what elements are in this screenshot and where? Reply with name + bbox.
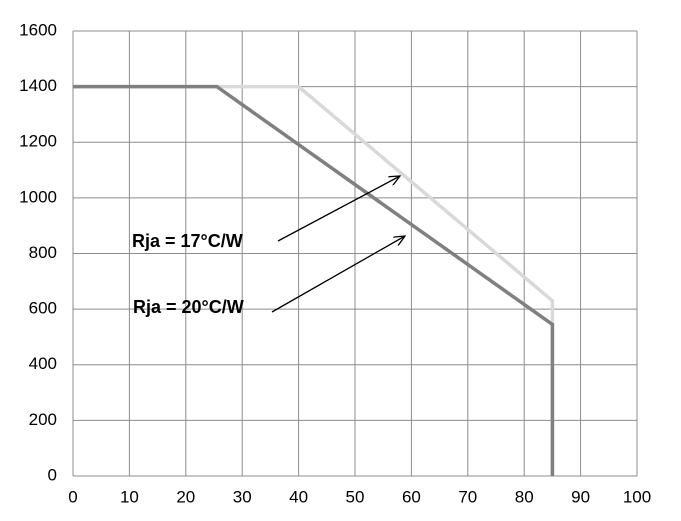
x-tick-label: 100 [623,487,651,506]
x-tick-label: 50 [346,487,365,506]
y-tick-label: 200 [29,410,57,429]
y-tick-label: 0 [48,465,57,484]
series-label: Rja = 17°C/W [132,231,243,251]
y-tick-label: 1400 [19,76,57,95]
x-tick-label: 90 [571,487,590,506]
data-line [73,84,555,476]
arrow [271,236,405,313]
y-tick-label: 600 [29,299,57,318]
arrow [277,176,400,242]
x-tick-label: 0 [68,487,77,506]
x-tick-label: 60 [402,487,421,506]
x-tick-label: 20 [176,487,195,506]
y-tick-label: 800 [29,243,57,262]
x-tick-label: 10 [120,487,139,506]
y-tick-label: 1200 [19,132,57,151]
y-tick-label: 1000 [19,187,57,206]
x-tick-label: 30 [233,487,252,506]
series-label: Rja = 20°C/W [133,297,244,317]
x-tick-label: 70 [458,487,477,506]
data-line [73,84,555,476]
y-tick-label: 400 [29,354,57,373]
x-tick-label: 40 [289,487,308,506]
y-tick-label: 1600 [19,20,57,39]
x-tick-label: 80 [515,487,534,506]
